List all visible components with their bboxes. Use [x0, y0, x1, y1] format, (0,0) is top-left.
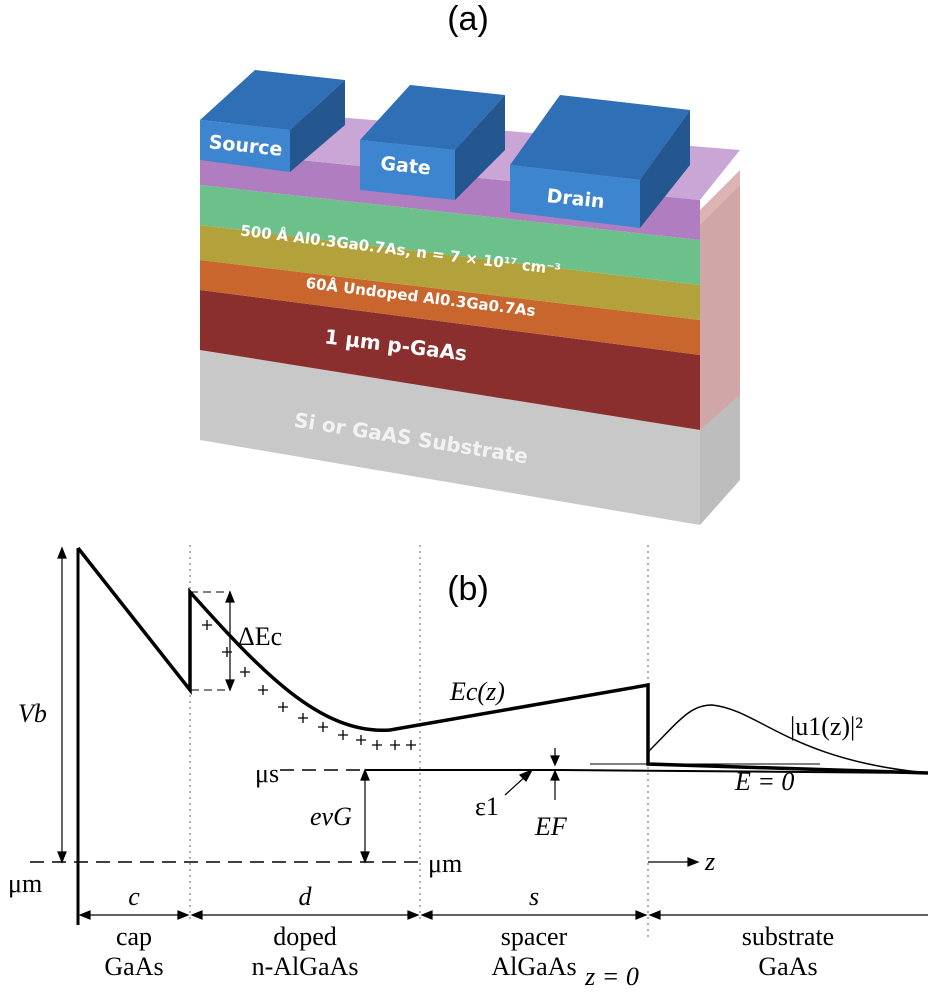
panel-b: (b) [8, 545, 928, 991]
vb-label: Vb [18, 699, 47, 728]
region-label: cap [116, 922, 152, 951]
region-label: GaAs [758, 952, 817, 981]
z-label: z [704, 847, 715, 876]
region-label: spacer [501, 922, 568, 951]
mu-s-label: μs [255, 759, 279, 788]
wavefunction-label: |u1(z)|² [790, 712, 863, 741]
region-boundaries [190, 545, 648, 940]
ec-label: Ec(z) [449, 677, 505, 706]
z0-label: z = 0 [584, 962, 639, 991]
evg-label: evG [310, 802, 352, 831]
delta-ec-box [190, 592, 230, 690]
region-label: n-AlGaAs [252, 952, 359, 981]
panel-label: (a) [447, 0, 489, 38]
width-label: c [128, 882, 140, 911]
panel-a: (a) Source Gate Drain 500 Å Al0.3Ga0.7As… [200, 0, 740, 525]
e0-label: E = 0 [734, 767, 794, 796]
wavefunction [648, 705, 928, 773]
figure: (a) Source Gate Drain 500 Å Al0.3Ga0.7As… [0, 0, 928, 992]
region-label: substrate [742, 922, 834, 951]
eps1-label: ε1 [475, 792, 499, 821]
width-label: d [299, 882, 313, 911]
mu-m-label: μm [428, 849, 462, 878]
region-label: GaAs [104, 952, 163, 981]
mu-m-label: μm [8, 869, 42, 898]
region-label: AlGaAs [491, 952, 576, 981]
ef-label: EF [534, 812, 568, 841]
delta-ec-label: ΔEc [238, 622, 282, 651]
width-label: s [529, 882, 539, 911]
region-label: doped [273, 922, 337, 951]
side-face [700, 170, 740, 430]
panel-label: (b) [447, 570, 489, 608]
